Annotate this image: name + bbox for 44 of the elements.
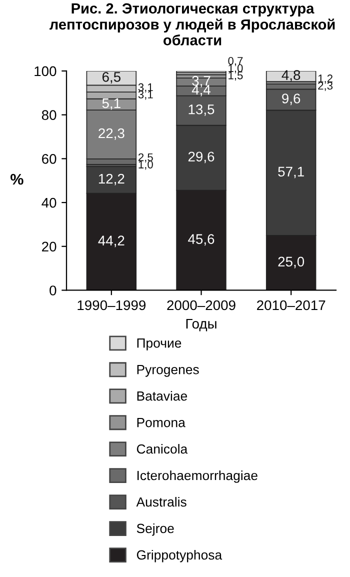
data-label: 4,4 <box>192 84 210 96</box>
y-tick-label: 100 <box>34 66 56 76</box>
y-tick-label: 0 <box>50 286 56 296</box>
data-label: 1,0 <box>138 160 153 170</box>
y-tick-label: 60 <box>42 154 56 164</box>
y-tick-label: 20 <box>42 242 56 252</box>
data-label: 1,0 <box>228 64 243 74</box>
data-label: 45,6 <box>188 234 214 246</box>
x-axis-title: Годы <box>186 318 216 332</box>
data-label: 57,1 <box>278 166 304 178</box>
legend-label: Bataviae <box>137 391 188 401</box>
legend-label: Icterohaemorrhagiae <box>137 470 258 483</box>
data-label: 3,1 <box>138 90 153 100</box>
data-label: 22,3 <box>98 128 124 140</box>
legend-label: Прочие <box>137 338 182 350</box>
data-label: 2,5 <box>138 153 153 163</box>
y-axis-title: % <box>10 174 24 185</box>
data-label: 29,6 <box>188 152 214 164</box>
legend-label: Grippotyphosa <box>136 550 222 562</box>
x-tick-label: 1990–1999 <box>78 300 146 310</box>
legend-label: Sejroe <box>136 523 174 536</box>
data-label: 44,2 <box>98 236 124 248</box>
legend-label: Pomona <box>137 418 186 428</box>
data-label: 3,1 <box>138 83 153 92</box>
data-label: 6,5 <box>102 72 120 84</box>
data-label: 9,6 <box>282 94 300 106</box>
legend-label: Pyrogenes <box>137 365 199 377</box>
data-label: 1,5 <box>228 72 243 81</box>
legend-label: Canicola <box>136 444 188 454</box>
data-label: 13,5 <box>188 104 214 116</box>
data-label: 5,1 <box>102 98 120 110</box>
x-tick-label: 2010–2017 <box>257 300 326 310</box>
legend-label: Australis <box>136 496 186 507</box>
chart-title: Рис. 2. Этиологическая структура лептоспирозов у людей в Ярославской области <box>50 3 335 46</box>
data-label: 25,0 <box>278 256 304 268</box>
data-label: 3,7 <box>192 76 210 88</box>
bar <box>266 70 316 82</box>
data-label: 2,3 <box>318 82 333 91</box>
x-tick-label: 2000–2009 <box>167 300 236 310</box>
data-label: 12,2 <box>98 174 124 186</box>
data-label: 0,7 <box>228 56 243 66</box>
data-label: 4,8 <box>282 70 300 82</box>
y-tick-label: 40 <box>42 198 56 208</box>
y-tick-label: 80 <box>42 110 56 120</box>
